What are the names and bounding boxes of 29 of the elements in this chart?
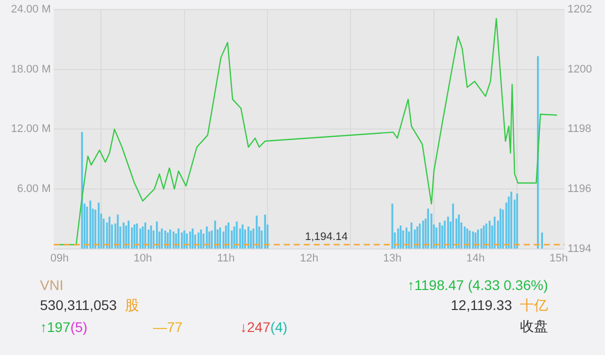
text: 530,311,053: [40, 296, 117, 312]
text: 股: [124, 296, 139, 312]
x-tick-label: 09h: [50, 252, 69, 264]
text: VNI: [40, 276, 64, 292]
text: 收盘: [520, 318, 548, 334]
y-tick-label: 12.00 M: [10, 123, 51, 136]
ref-line-label: 1,194.14: [304, 231, 348, 244]
y2-tick-label: 1194: [568, 242, 592, 255]
text: ↓247: [240, 318, 270, 334]
text: (4): [270, 318, 288, 334]
x-tick-label: 12h: [300, 252, 318, 264]
y2-tick-label: 1200: [568, 63, 592, 76]
x-tick-label: 14h: [466, 252, 485, 264]
x-tick-label: 13h: [383, 252, 402, 264]
y-tick-label: 18.00 M: [10, 63, 51, 76]
x-tick-label: 15h: [550, 252, 568, 264]
x-tick-label: 11h: [217, 252, 235, 264]
x-tick-label: 10h: [134, 252, 152, 264]
text: ↑1198.47 (4.33 0.36%): [407, 276, 548, 292]
text: (5): [70, 318, 88, 334]
text: —77: [153, 318, 183, 334]
y2-tick-label: 1198: [568, 123, 592, 136]
y-tick-label: 6.00 M: [17, 183, 51, 196]
text: 12,119.33: [450, 296, 512, 312]
y-tick-label: 24.00 M: [10, 4, 51, 16]
text: ↑197: [40, 318, 70, 334]
text: 十亿: [520, 296, 548, 312]
y2-tick-label: 1202: [568, 4, 592, 16]
y2-tick-label: 1196: [568, 183, 592, 196]
